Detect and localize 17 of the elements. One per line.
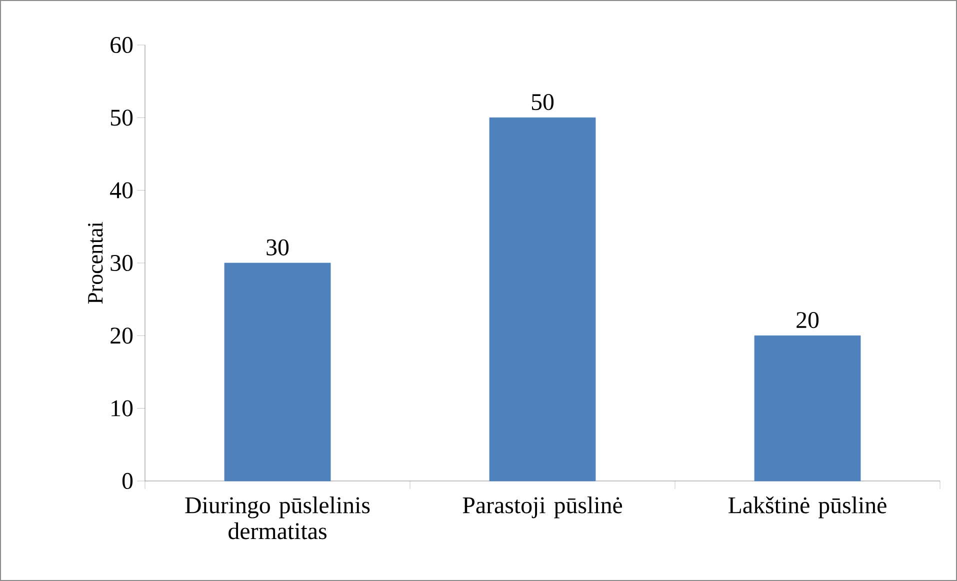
x-tick-label: Diuringo pūslelinis dermatitas [185, 496, 370, 540]
y-tick-label: 30 [110, 254, 133, 272]
y-tick-label: 40 [110, 182, 133, 198]
x-tick-label: Parastoji pūslinė [462, 496, 622, 518]
y-tick-label: 20 [110, 328, 133, 344]
data-label: 20 [796, 312, 819, 328]
y-tick-label: 50 [110, 110, 133, 126]
bar [489, 117, 596, 482]
data-label: 30 [266, 239, 289, 256]
bar [224, 262, 331, 482]
data-label: 50 [532, 94, 554, 110]
y-tick-label: 10 [112, 400, 133, 416]
bar [754, 335, 861, 482]
x-tick-label: Lakštinė pūslinė [728, 496, 886, 518]
y-axis-title: Procentai [88, 222, 103, 304]
y-tick-label: 60 [110, 36, 133, 54]
y-tick-label: 0 [122, 472, 133, 490]
